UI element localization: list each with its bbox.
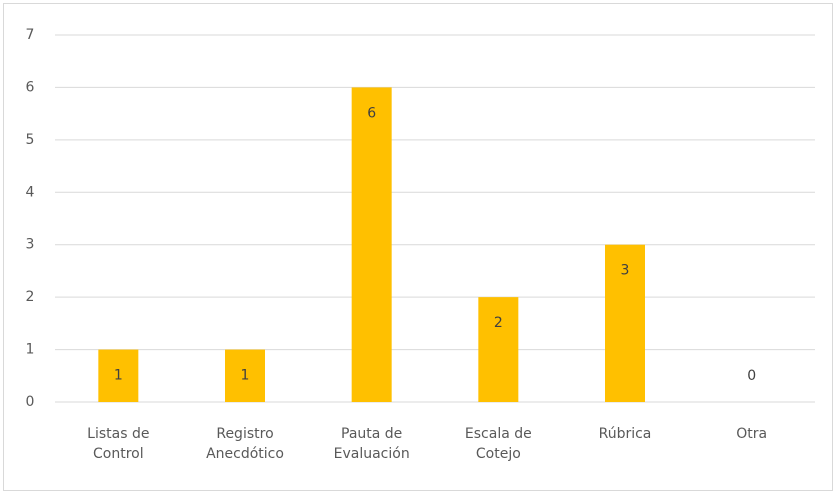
bar: [478, 297, 519, 402]
data-label: 2: [494, 315, 503, 331]
y-tick-label: 5: [26, 132, 35, 148]
data-label: 1: [114, 368, 123, 384]
bar: [605, 244, 645, 402]
y-tick-label: 0: [26, 394, 35, 410]
x-tick-label: Escala de Cotejo: [464, 426, 532, 462]
bar: [351, 87, 392, 402]
y-tick-label: 7: [26, 27, 35, 43]
x-tick-label: Pauta de Evaluación: [333, 426, 410, 462]
y-tick-label: 1: [26, 342, 35, 358]
x-tick-label: Otra: [736, 426, 768, 442]
y-tick-label: 3: [26, 237, 35, 253]
y-tick-label: 2: [26, 289, 35, 305]
x-tick-label: Rúbrica: [598, 426, 652, 442]
data-label: 6: [367, 105, 376, 121]
y-tick-label: 4: [26, 184, 35, 200]
y-tick-label: 6: [26, 79, 35, 95]
data-label: 0: [747, 368, 756, 384]
data-label: 1: [241, 368, 250, 384]
chart-frame: [3, 3, 833, 491]
bar: [98, 349, 139, 402]
bar: [225, 349, 265, 402]
x-tick-label: Listas de Control: [87, 426, 150, 462]
x-tick-label: Registro Anecdótico: [206, 426, 284, 462]
data-label: 3: [621, 263, 630, 279]
